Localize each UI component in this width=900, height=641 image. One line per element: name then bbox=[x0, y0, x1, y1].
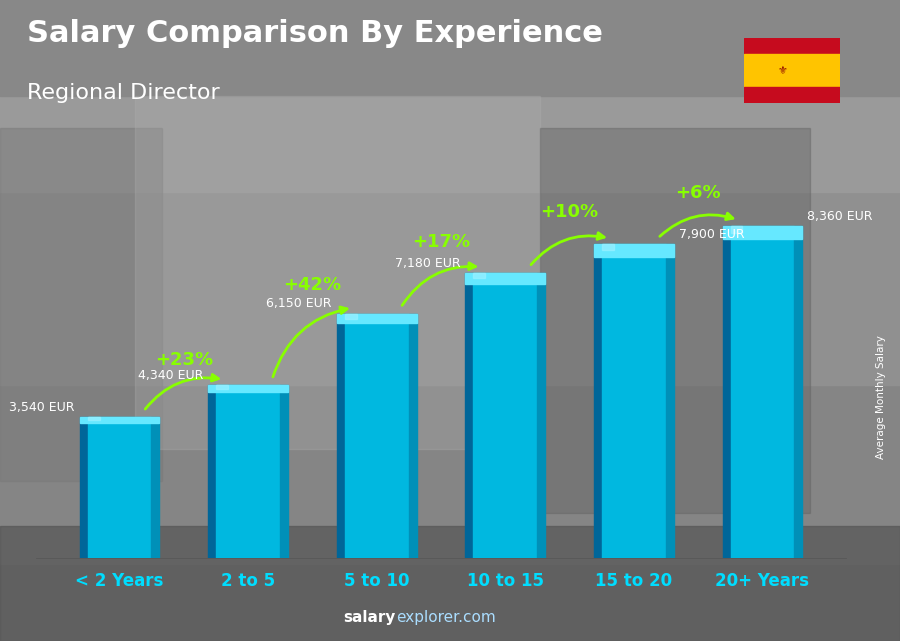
Bar bbox=[87, 417, 100, 420]
Text: ⚜: ⚜ bbox=[778, 65, 788, 76]
FancyArrowPatch shape bbox=[660, 213, 733, 237]
FancyArrowPatch shape bbox=[145, 374, 219, 409]
Text: Salary Comparison By Experience: Salary Comparison By Experience bbox=[27, 19, 603, 48]
Text: +42%: +42% bbox=[284, 276, 341, 294]
Bar bbox=[216, 385, 229, 389]
Bar bbox=[345, 313, 356, 319]
Bar bbox=[795, 226, 802, 558]
FancyArrowPatch shape bbox=[273, 307, 347, 377]
Bar bbox=[602, 244, 614, 251]
Text: 3,540 EUR: 3,540 EUR bbox=[9, 401, 75, 414]
Bar bbox=[208, 385, 288, 392]
Text: +17%: +17% bbox=[412, 233, 470, 251]
FancyArrowPatch shape bbox=[402, 263, 475, 305]
Bar bbox=[731, 226, 742, 233]
Bar bbox=[151, 417, 159, 558]
Bar bbox=[280, 385, 288, 558]
Bar bbox=[473, 273, 485, 278]
Bar bbox=[337, 313, 417, 324]
Bar bbox=[80, 417, 159, 423]
Text: salary: salary bbox=[344, 610, 396, 625]
Bar bbox=[744, 54, 840, 87]
Bar bbox=[216, 385, 280, 558]
Bar bbox=[345, 313, 409, 558]
Text: +23%: +23% bbox=[155, 351, 213, 369]
Text: Average Monthly Salary: Average Monthly Salary bbox=[877, 335, 886, 460]
Text: 7,180 EUR: 7,180 EUR bbox=[395, 256, 460, 270]
Bar bbox=[666, 244, 674, 558]
Bar bbox=[723, 226, 731, 558]
Bar bbox=[465, 273, 473, 558]
Bar bbox=[465, 273, 545, 284]
Text: +6%: +6% bbox=[675, 184, 721, 202]
Bar bbox=[87, 417, 151, 558]
Bar bbox=[537, 273, 545, 558]
Text: 4,340 EUR: 4,340 EUR bbox=[138, 369, 203, 382]
FancyArrowPatch shape bbox=[531, 233, 604, 265]
Bar bbox=[744, 87, 840, 103]
Text: Regional Director: Regional Director bbox=[27, 83, 220, 103]
Text: explorer.com: explorer.com bbox=[396, 610, 496, 625]
Bar bbox=[594, 244, 674, 257]
Bar bbox=[208, 385, 216, 558]
Bar bbox=[409, 313, 417, 558]
Text: 8,360 EUR: 8,360 EUR bbox=[807, 210, 873, 223]
Bar bbox=[602, 244, 666, 558]
Bar bbox=[473, 273, 537, 558]
Text: 6,150 EUR: 6,150 EUR bbox=[266, 297, 332, 310]
Bar bbox=[744, 38, 840, 54]
Bar bbox=[337, 313, 345, 558]
Text: +10%: +10% bbox=[541, 203, 598, 221]
Bar bbox=[594, 244, 602, 558]
Bar bbox=[80, 417, 87, 558]
Bar bbox=[731, 226, 795, 558]
Text: 7,900 EUR: 7,900 EUR bbox=[679, 228, 744, 241]
Bar bbox=[723, 226, 802, 239]
